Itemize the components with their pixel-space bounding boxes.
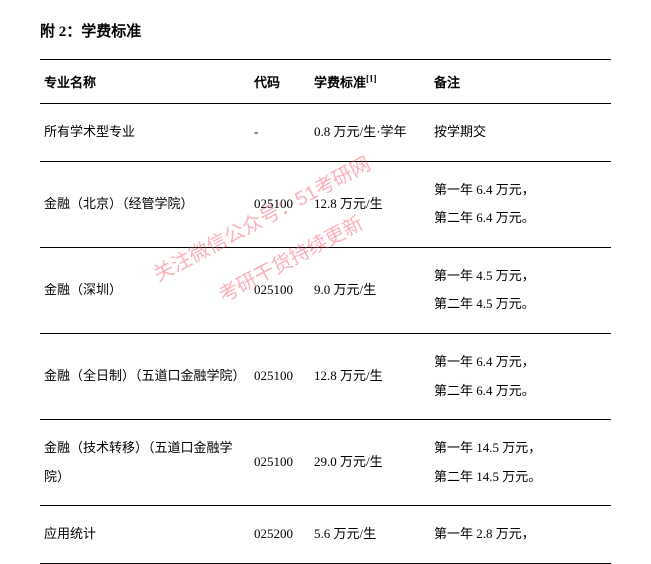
cell-fee: 12.8 万元/生 — [310, 161, 430, 247]
table-row: 金融（全日制）（五道口金融学院） 025100 12.8 万元/生 第一年 6.… — [40, 333, 611, 419]
cell-fee: 29.0 万元/生 — [310, 420, 430, 506]
header-fee: 学费标准[1] — [310, 60, 430, 104]
cell-fee: 0.8 万元/生·学年 — [310, 104, 430, 162]
cell-code: 025100 — [250, 333, 310, 419]
cell-name: 金融（技术转移）（五道口金融学院） — [40, 420, 250, 506]
cell-name: 所有学术型专业 — [40, 104, 250, 162]
header-note: 备注 — [430, 60, 611, 104]
table-row: 金融（深圳） 025100 9.0 万元/生 第一年 4.5 万元， 第二年 4… — [40, 247, 611, 333]
cell-note: 第一年 4.5 万元， 第二年 4.5 万元。 — [430, 247, 611, 333]
table-row: 金融（技术转移）（五道口金融学院） 025100 29.0 万元/生 第一年 1… — [40, 420, 611, 506]
tuition-table: 专业名称 代码 学费标准[1] 备注 所有学术型专业 - 0.8 万元/生·学年… — [40, 59, 611, 564]
attachment-title: 附 2：学费标准 — [40, 20, 611, 41]
cell-code: - — [250, 104, 310, 162]
header-name: 专业名称 — [40, 60, 250, 104]
cell-note: 第一年 6.4 万元， 第二年 6.4 万元。 — [430, 333, 611, 419]
table-row: 所有学术型专业 - 0.8 万元/生·学年 按学期交 — [40, 104, 611, 162]
cell-note: 第一年 14.5 万元， 第二年 14.5 万元。 — [430, 420, 611, 506]
cell-fee: 12.8 万元/生 — [310, 333, 430, 419]
cell-code: 025100 — [250, 161, 310, 247]
cell-name: 金融（北京）（经管学院） — [40, 161, 250, 247]
table-row: 应用统计 025200 5.6 万元/生 第一年 2.8 万元， — [40, 506, 611, 564]
table-row: 金融（北京）（经管学院） 025100 12.8 万元/生 第一年 6.4 万元… — [40, 161, 611, 247]
header-code: 代码 — [250, 60, 310, 104]
cell-name: 金融（深圳） — [40, 247, 250, 333]
header-row: 专业名称 代码 学费标准[1] 备注 — [40, 60, 611, 104]
cell-fee: 5.6 万元/生 — [310, 506, 430, 564]
cell-name: 应用统计 — [40, 506, 250, 564]
cell-code: 025100 — [250, 247, 310, 333]
cell-fee: 9.0 万元/生 — [310, 247, 430, 333]
cell-name: 金融（全日制）（五道口金融学院） — [40, 333, 250, 419]
cell-code: 025200 — [250, 506, 310, 564]
cell-note: 按学期交 — [430, 104, 611, 162]
cell-note: 第一年 6.4 万元， 第二年 6.4 万元。 — [430, 161, 611, 247]
cell-code: 025100 — [250, 420, 310, 506]
cell-note: 第一年 2.8 万元， — [430, 506, 611, 564]
